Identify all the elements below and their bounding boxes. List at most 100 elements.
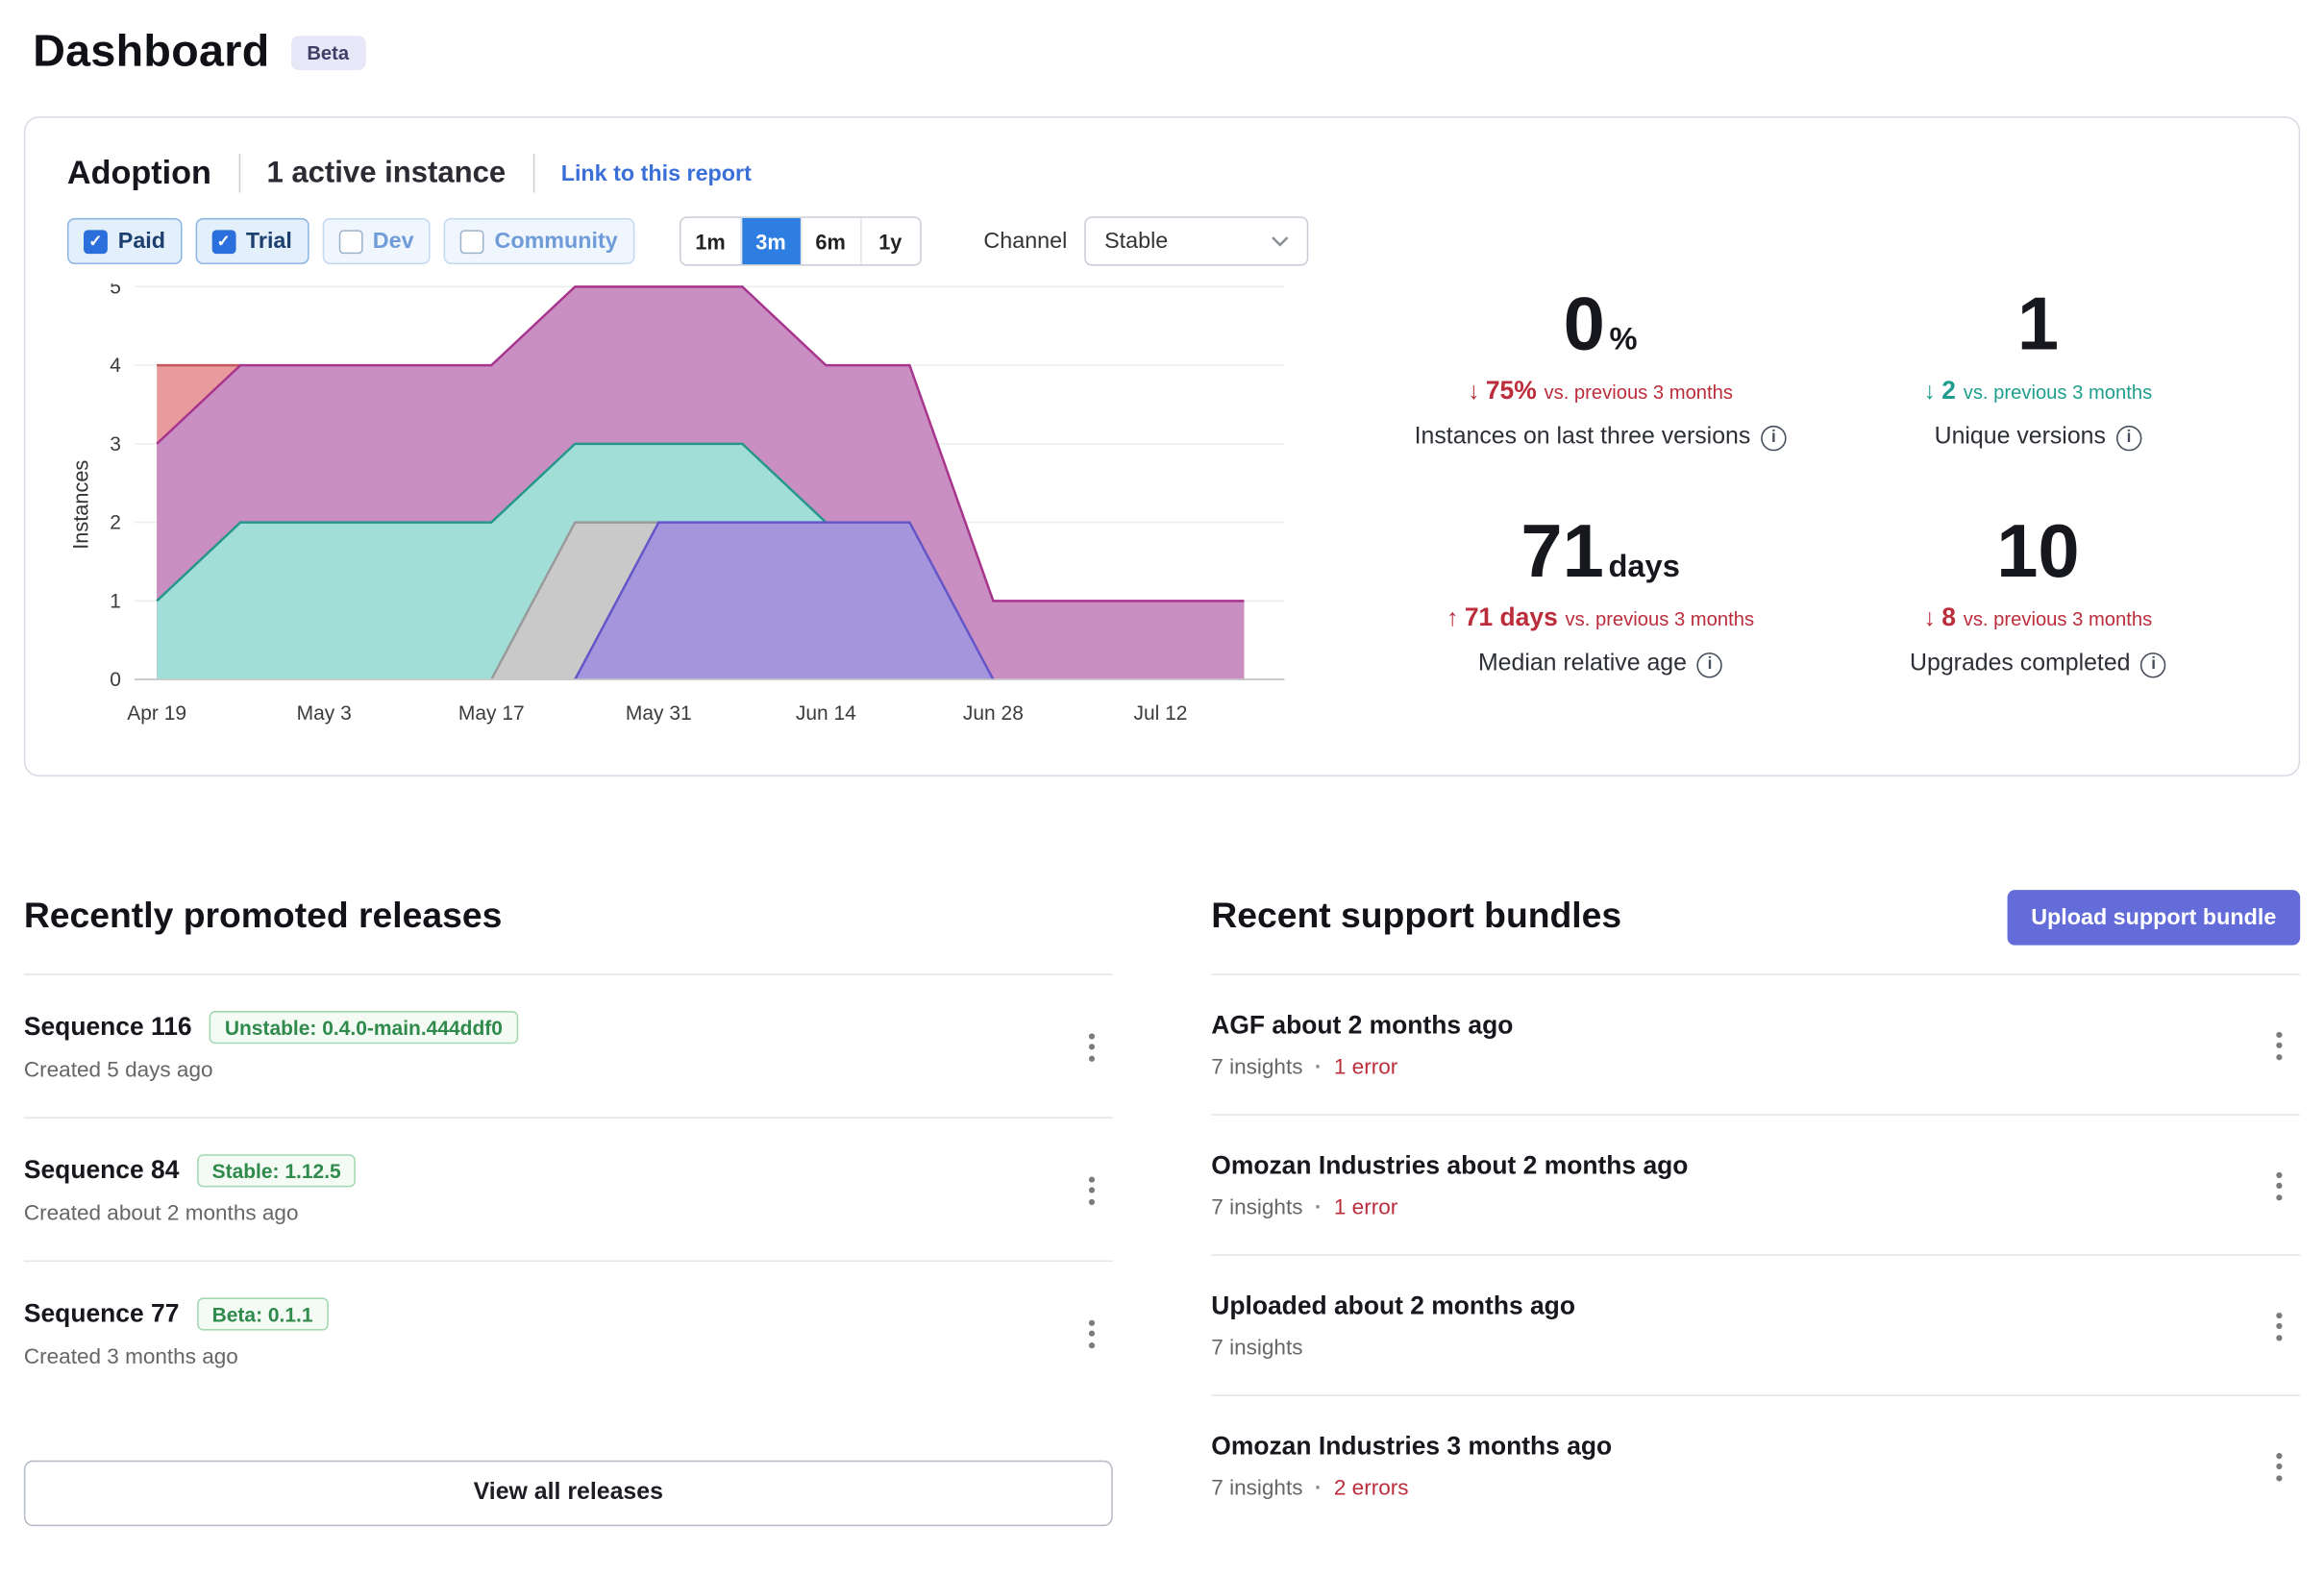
upload-support-bundle-button[interactable]: Upload support bundle: [2007, 889, 2301, 945]
release-list: Sequence 116 Unstable: 0.4.0-main.444ddf0…: [23, 973, 1113, 1404]
svg-text:May 31: May 31: [626, 702, 692, 725]
insights-count: 7 insights: [1211, 1476, 1303, 1501]
checkbox-checked-icon: ✓: [211, 229, 236, 254]
adoption-chart: 0 1 2 3 4 5 Apr 19 May 3 May 17 May 31 Jun 14 Jun 2…: [67, 276, 1382, 739]
bundles-heading: Recent support bundles: [1211, 896, 1622, 937]
info-icon[interactable]: i: [2140, 652, 2166, 677]
bundle-title: Omozan Industries about 2 months ago: [1211, 1151, 1689, 1180]
release-title: Sequence 116: [23, 1012, 192, 1042]
stat-label: Unique versions i: [1819, 424, 2257, 451]
adoption-controls: ✓ Paid ✓ Trial Dev Community 1m 3m 6m 1y Channel…: [66, 216, 2257, 266]
svg-text:May 17: May 17: [458, 702, 525, 725]
svg-text:Instances: Instances: [69, 460, 93, 550]
chevron-down-icon: [1272, 235, 1290, 246]
arrow-down-icon: ↓: [1468, 379, 1480, 406]
stats-grid: 0% ↓ 75% vs. previous 3 months Instances on …: [1381, 283, 2257, 739]
stat-value: 1: [2016, 282, 2060, 366]
dot-separator: ·: [1314, 1476, 1323, 1501]
filter-trial[interactable]: ✓ Trial: [195, 217, 309, 265]
beta-badge: Beta: [290, 35, 366, 70]
svg-text:Jun 28: Jun 28: [963, 702, 1024, 725]
filter-paid[interactable]: ✓ Paid: [66, 217, 183, 265]
page-title: Dashboard: [33, 26, 270, 77]
row-menu-button[interactable]: [2267, 1303, 2291, 1349]
filter-label: Community: [494, 228, 618, 255]
error-count: 1 error: [1333, 1055, 1398, 1080]
bundle-meta: 7 insights · 1 error: [1211, 1196, 1688, 1220]
svg-text:Jun 14: Jun 14: [796, 702, 856, 725]
insights-count: 7 insights: [1211, 1336, 1303, 1361]
info-icon[interactable]: i: [1696, 652, 1723, 677]
row-menu-button[interactable]: [2267, 1443, 2291, 1489]
info-icon[interactable]: i: [1761, 425, 1787, 451]
stat-card-0: 0% ↓ 75% vs. previous 3 months Instances on …: [1381, 286, 1818, 451]
dot-separator: ·: [1314, 1195, 1323, 1220]
bundle-row: Uploaded about 2 months ago 7 insights: [1211, 1254, 2301, 1394]
arrow-up-icon: ↑: [1446, 605, 1459, 632]
lower-sections: Recently promoted releases Sequence 116 U…: [23, 887, 2301, 1535]
row-menu-button[interactable]: [1080, 1311, 1104, 1357]
releases-heading: Recently promoted releases: [23, 896, 503, 937]
arrow-down-icon: ↓: [1923, 605, 1937, 632]
stat-label: Instances on last three versions i: [1381, 424, 1818, 451]
bundles-section: Recent support bundles Upload support bu…: [1211, 887, 2301, 1535]
insights-count: 7 insights: [1211, 1055, 1303, 1080]
svg-text:Jul 12: Jul 12: [1133, 702, 1187, 725]
checkbox-unchecked-icon: [338, 229, 362, 254]
filter-dev[interactable]: Dev: [321, 217, 431, 265]
release-created: Created 5 days ago: [23, 1058, 213, 1083]
stat-trend: ↓ 75% vs. previous 3 months: [1468, 376, 1734, 406]
filter-group: ✓ Paid ✓ Trial Dev Community: [66, 217, 634, 265]
row-menu-button[interactable]: [2267, 1022, 2291, 1069]
info-icon[interactable]: i: [2115, 425, 2142, 451]
svg-text:4: 4: [110, 355, 121, 377]
adoption-card-body: 0 1 2 3 4 5 Apr 19 May 3 May 17 May 31 Jun 14 Jun 2…: [67, 276, 2257, 739]
channel-value: Stable: [1104, 228, 1169, 255]
report-link[interactable]: Link to this report: [560, 160, 752, 186]
release-row: Sequence 77 Beta: 0.1.1 Created 3 months a…: [23, 1260, 1113, 1404]
divider: [237, 154, 240, 193]
release-created: Created 3 months ago: [23, 1345, 238, 1370]
row-menu-button[interactable]: [1080, 1023, 1104, 1070]
release-row: Sequence 116 Unstable: 0.4.0-main.444ddf0…: [23, 973, 1113, 1117]
filter-label: Trial: [245, 228, 292, 255]
stat-card-2: 71 days ↑ 71 days vs. previous 3 months Media…: [1381, 514, 1818, 678]
bundle-row: Omozan Industries about 2 months ago 7 in…: [1211, 1114, 2301, 1254]
adoption-card-header: Adoption 1 active instance Link to this …: [67, 154, 2257, 193]
stat-label: Upgrades completed i: [1819, 652, 2257, 678]
bundle-list: AGF about 2 months ago 7 insights · 1 error…: [1211, 973, 2301, 1535]
stat-card-1: 1 ↓ 2 vs. previous 3 months Unique versions i: [1819, 286, 2257, 451]
adoption-card: Adoption 1 active instance Link to this …: [23, 116, 2301, 777]
svg-text:Apr 19: Apr 19: [127, 702, 186, 725]
svg-text:0: 0: [110, 669, 121, 691]
arrow-down-icon: ↓: [1923, 379, 1937, 406]
dot-separator: ·: [1314, 1055, 1323, 1080]
stat-value: 0%: [1563, 282, 1638, 366]
stat-trend: ↑ 71 days vs. previous 3 months: [1446, 603, 1755, 632]
error-count: 2 errors: [1333, 1476, 1409, 1501]
stat-label: Median relative age i: [1381, 652, 1818, 678]
range-3m[interactable]: 3m: [740, 217, 801, 265]
svg-text:May 3: May 3: [297, 702, 352, 725]
stat-trend: ↓ 2 vs. previous 3 months: [1923, 376, 2153, 406]
release-created: Created about 2 months ago: [23, 1201, 299, 1226]
stat-trend: ↓ 8 vs. previous 3 months: [1923, 603, 2153, 632]
filter-community[interactable]: Community: [443, 217, 634, 265]
stat-value: 71 days: [1520, 508, 1680, 593]
row-menu-button[interactable]: [1080, 1167, 1104, 1213]
filter-label: Paid: [117, 228, 166, 255]
channel-select[interactable]: Stable: [1084, 216, 1310, 266]
range-1y[interactable]: 1y: [859, 217, 920, 265]
bundle-title: AGF about 2 months ago: [1211, 1011, 1514, 1040]
view-all-releases-button[interactable]: View all releases: [23, 1460, 1113, 1527]
range-1m[interactable]: 1m: [680, 217, 741, 265]
release-title: Sequence 77: [23, 1298, 180, 1328]
release-version-badge: Unstable: 0.4.0-main.444ddf0: [210, 1011, 518, 1045]
release-version-badge: Beta: 0.1.1: [197, 1297, 329, 1331]
range-6m[interactable]: 6m: [800, 217, 860, 265]
page-header: Dashboard Beta: [0, 0, 2324, 78]
svg-text:1: 1: [110, 590, 121, 612]
row-menu-button[interactable]: [2267, 1163, 2291, 1209]
checkbox-unchecked-icon: [459, 229, 484, 254]
